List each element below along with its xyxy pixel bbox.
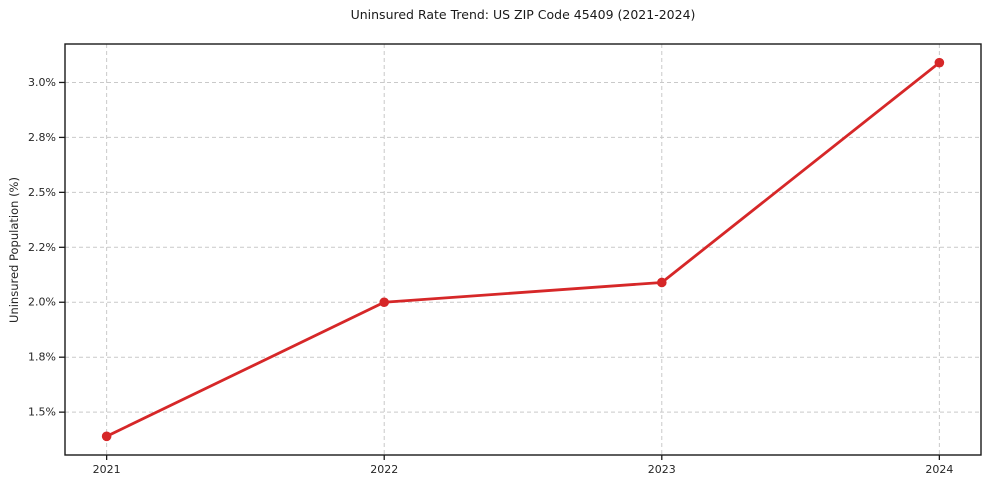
- axes-frame: [64, 43, 982, 456]
- x-tick-label: 2022: [370, 463, 398, 476]
- data-point-2022: [379, 297, 390, 308]
- y-tick-label: 1.5%: [28, 406, 56, 419]
- chart-title: Uninsured Rate Trend: US ZIP Code 45409 …: [350, 7, 696, 22]
- trend-line: [105, 61, 941, 438]
- data-point-2021: [101, 431, 112, 442]
- y-tick-label: 2.5%: [28, 186, 56, 199]
- y-tick-label: 2.0%: [28, 296, 56, 309]
- x-tick-label: 2024: [925, 463, 953, 476]
- y-axis-label: Uninsured Population (%): [7, 177, 21, 323]
- data-point-2024: [934, 57, 945, 68]
- data-point-2023: [656, 277, 667, 288]
- y-tick-label: 2.8%: [28, 131, 56, 144]
- y-tick-label: 3.0%: [28, 76, 56, 89]
- y-tick-label: 1.8%: [28, 351, 56, 364]
- y-tick-label: 2.2%: [28, 241, 56, 254]
- x-tick-label: 2021: [93, 463, 121, 476]
- x-tick-label: 2023: [648, 463, 676, 476]
